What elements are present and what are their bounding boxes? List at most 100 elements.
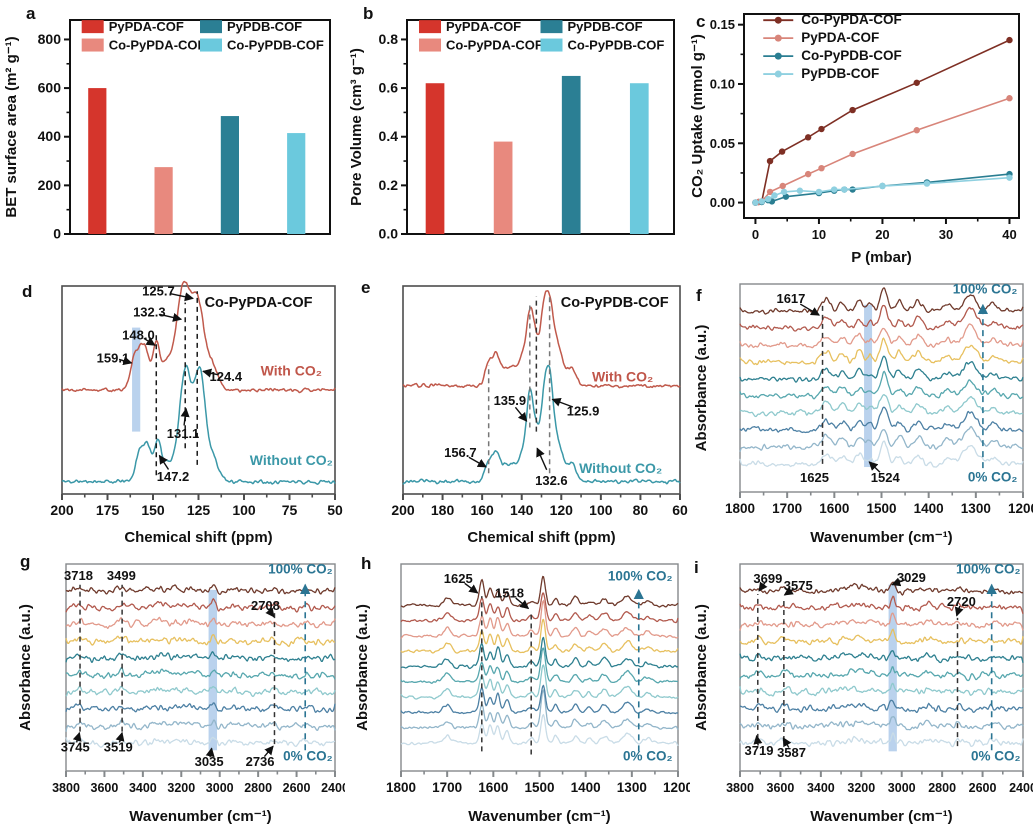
panel-i: i 3800 3600 3400 3200 3000 2800 2600 2400 Wavenu… <box>690 550 1033 829</box>
svg-text:20: 20 <box>875 227 889 242</box>
svg-text:1300: 1300 <box>617 780 647 795</box>
panel-h: h 1800 1700 1600 1500 1400 1300 1200 Wavenumber… <box>345 550 690 829</box>
svg-text:0% CO₂: 0% CO₂ <box>968 470 1018 485</box>
svg-text:3699: 3699 <box>753 571 782 586</box>
panel-letter-f: f <box>696 286 702 305</box>
svg-text:Without CO₂: Without CO₂ <box>250 452 333 468</box>
svg-text:60: 60 <box>672 502 688 518</box>
chart-f: 1800 1700 1600 1500 1400 1300 1200 Wavenumber (… <box>693 281 1033 546</box>
panel-letter-c: c <box>696 12 706 31</box>
chart-h: 1800 1700 1600 1500 1400 1300 1200 Wavenumber (… <box>354 563 690 825</box>
svg-text:Co-PyPDA-COF: Co-PyPDA-COF <box>801 12 902 27</box>
svg-text:75: 75 <box>282 502 298 518</box>
svg-text:Pore Volume (cm³ g⁻¹): Pore Volume (cm³ g⁻¹) <box>348 48 365 206</box>
svg-text:0: 0 <box>752 227 759 242</box>
svg-text:100% CO₂: 100% CO₂ <box>608 569 673 584</box>
svg-text:2400: 2400 <box>321 781 345 795</box>
svg-text:1600: 1600 <box>819 501 849 516</box>
svg-text:Chemical shift (ppm): Chemical shift (ppm) <box>124 529 272 546</box>
svg-text:Absorbance (a.u.): Absorbance (a.u.) <box>693 604 710 731</box>
svg-text:0.6: 0.6 <box>379 80 399 96</box>
svg-text:With CO₂: With CO₂ <box>261 362 322 378</box>
svg-text:2400: 2400 <box>1009 781 1033 795</box>
svg-text:1200: 1200 <box>663 780 690 795</box>
svg-text:1400: 1400 <box>914 501 944 516</box>
svg-text:Co-PyPDA-COF: Co-PyPDA-COF <box>446 38 543 53</box>
svg-text:2720: 2720 <box>947 594 976 609</box>
svg-text:3400: 3400 <box>129 781 157 795</box>
panel-a: a 0 200 400 600 800 BET surface area (m² g⁻¹)… <box>0 0 345 270</box>
svg-text:100% CO₂: 100% CO₂ <box>956 561 1021 576</box>
svg-text:3745: 3745 <box>61 740 90 755</box>
svg-text:2800: 2800 <box>244 781 272 795</box>
svg-text:Absorbance (a.u.): Absorbance (a.u.) <box>354 604 371 731</box>
svg-text:1518: 1518 <box>495 585 524 600</box>
svg-text:148.0: 148.0 <box>122 327 155 342</box>
svg-text:800: 800 <box>38 31 62 47</box>
svg-text:Co-PyPDB-COF: Co-PyPDB-COF <box>568 38 665 53</box>
svg-text:140: 140 <box>510 502 534 518</box>
svg-text:1617: 1617 <box>776 291 805 306</box>
svg-text:400: 400 <box>38 128 62 144</box>
svg-text:2600: 2600 <box>969 781 997 795</box>
svg-text:0.8: 0.8 <box>379 31 399 47</box>
svg-text:160: 160 <box>470 502 494 518</box>
svg-text:80: 80 <box>633 502 649 518</box>
panel-e: e 200 180 160 140 120 100 80 60 Chemical shift (… <box>345 270 690 550</box>
svg-text:Wavenumber (cm⁻¹): Wavenumber (cm⁻¹) <box>810 529 952 546</box>
svg-text:Co-PyPDB-COF: Co-PyPDB-COF <box>227 38 324 53</box>
svg-text:BET surface area (m² g⁻¹): BET surface area (m² g⁻¹) <box>3 36 20 217</box>
svg-text:Absorbance (a.u.): Absorbance (a.u.) <box>693 325 710 452</box>
panel-letter-a: a <box>26 4 36 23</box>
svg-text:132.3: 132.3 <box>133 305 166 320</box>
svg-text:3600: 3600 <box>91 781 119 795</box>
svg-text:3587: 3587 <box>777 745 806 760</box>
svg-text:100% CO₂: 100% CO₂ <box>953 281 1018 296</box>
svg-text:147.2: 147.2 <box>157 469 190 484</box>
svg-text:1700: 1700 <box>772 501 802 516</box>
svg-text:PyPDB-COF: PyPDB-COF <box>568 19 643 34</box>
panel-d: d 200 175 150 125 100 75 50 Chemical shift (ppm… <box>0 270 345 550</box>
svg-text:10: 10 <box>812 227 826 242</box>
svg-text:1600: 1600 <box>478 780 508 795</box>
svg-text:200: 200 <box>38 177 62 193</box>
svg-text:2800: 2800 <box>928 781 956 795</box>
svg-text:120: 120 <box>550 502 574 518</box>
svg-text:PyPDB-COF: PyPDB-COF <box>801 66 879 81</box>
svg-text:1800: 1800 <box>386 780 416 795</box>
svg-text:2600: 2600 <box>283 781 311 795</box>
svg-text:1300: 1300 <box>961 501 991 516</box>
svg-text:3499: 3499 <box>107 568 136 583</box>
svg-text:0.15: 0.15 <box>710 17 735 32</box>
panel-letter-d: d <box>22 282 33 301</box>
svg-text:200: 200 <box>391 502 415 518</box>
svg-text:0% CO₂: 0% CO₂ <box>971 749 1021 764</box>
svg-text:Co-PyPDA-COF: Co-PyPDA-COF <box>205 295 313 311</box>
svg-text:600: 600 <box>38 80 62 96</box>
svg-text:2708: 2708 <box>251 598 280 613</box>
svg-text:Absorbance (a.u.): Absorbance (a.u.) <box>17 604 34 731</box>
panel-b: b 0.0 0.2 0.4 0.6 0.8 Pore Volume (cm³ g⁻¹) Py… <box>345 0 690 270</box>
svg-text:Wavenumber (cm⁻¹): Wavenumber (cm⁻¹) <box>468 808 610 825</box>
svg-text:3000: 3000 <box>888 781 916 795</box>
svg-text:3800: 3800 <box>52 781 80 795</box>
svg-text:3200: 3200 <box>847 781 875 795</box>
svg-text:3719: 3719 <box>745 743 774 758</box>
svg-text:3400: 3400 <box>807 781 835 795</box>
svg-text:175: 175 <box>96 502 120 518</box>
svg-text:200: 200 <box>50 502 74 518</box>
svg-text:PyPDA-COF: PyPDA-COF <box>109 19 184 34</box>
svg-text:125.9: 125.9 <box>567 403 600 418</box>
svg-text:100: 100 <box>232 502 256 518</box>
svg-text:0: 0 <box>53 226 61 242</box>
svg-text:Co-PyPDB-COF: Co-PyPDB-COF <box>801 48 902 63</box>
svg-text:P (mbar): P (mbar) <box>851 249 912 266</box>
svg-text:1500: 1500 <box>866 501 896 516</box>
svg-text:Co-PyPDB-COF: Co-PyPDB-COF <box>561 295 669 311</box>
svg-text:100% CO₂: 100% CO₂ <box>268 561 333 576</box>
svg-text:3718: 3718 <box>64 568 93 583</box>
svg-text:0.2: 0.2 <box>379 177 399 193</box>
svg-text:Wavenumber (cm⁻¹): Wavenumber (cm⁻¹) <box>129 808 271 825</box>
panel-letter-e: e <box>361 278 371 297</box>
svg-text:2736: 2736 <box>246 754 275 769</box>
